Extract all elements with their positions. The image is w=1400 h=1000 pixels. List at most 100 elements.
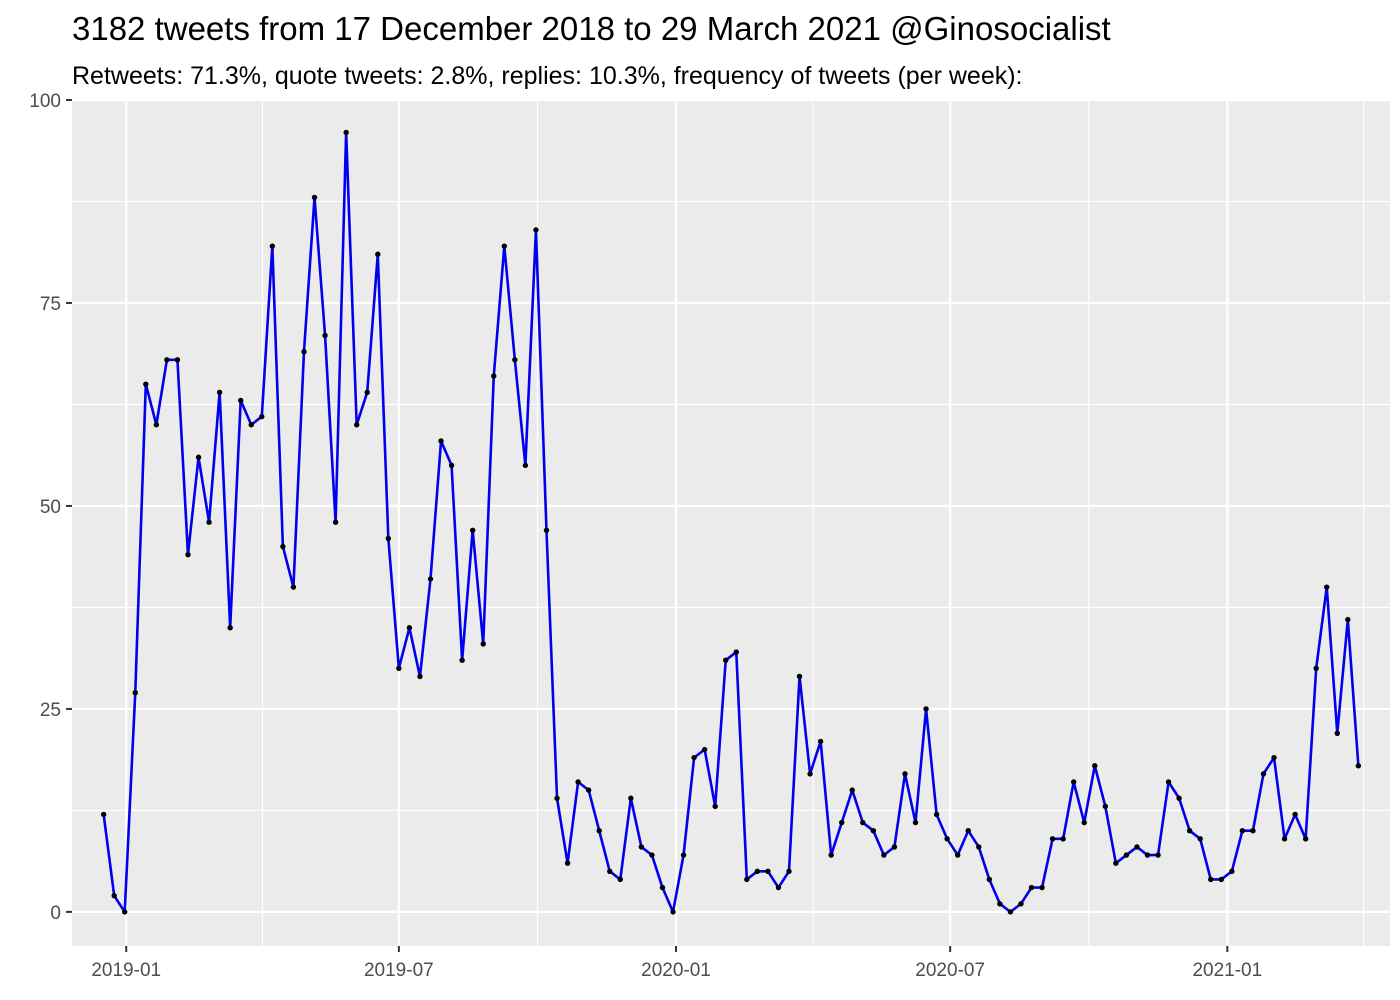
data-point — [1113, 860, 1119, 866]
data-point — [659, 884, 666, 891]
data-point — [396, 665, 402, 672]
data-point — [1102, 803, 1109, 810]
data-point — [153, 422, 160, 428]
data-point — [1324, 584, 1330, 590]
data-point — [554, 795, 560, 801]
data-points — [100, 129, 1362, 915]
data-point — [1007, 909, 1014, 915]
data-point — [691, 754, 697, 761]
data-point — [533, 227, 539, 233]
data-point — [986, 876, 993, 883]
y-tick-label: 100 — [29, 91, 61, 112]
y-tick-label: 0 — [50, 903, 61, 924]
data-point — [1165, 779, 1172, 785]
data-point — [1208, 876, 1214, 883]
data-point — [332, 519, 339, 525]
x-tick-label: 2020-01 — [641, 960, 711, 981]
data-point — [448, 462, 455, 469]
data-point — [259, 413, 265, 420]
data-point — [111, 892, 117, 899]
data-point — [343, 129, 349, 136]
data-point — [596, 828, 602, 834]
data-point — [438, 438, 444, 444]
x-tick-label: 2020-07 — [915, 960, 985, 981]
data-point — [680, 852, 687, 858]
data-point — [744, 876, 750, 883]
data-point — [322, 332, 328, 339]
data-point — [1250, 828, 1256, 834]
data-point — [1060, 836, 1066, 842]
data-point — [269, 243, 276, 249]
data-point — [1345, 616, 1351, 623]
data-point — [1134, 844, 1140, 850]
data-point — [607, 868, 613, 875]
y-tick-label: 25 — [40, 700, 61, 721]
data-point — [965, 828, 971, 834]
plot-panel — [72, 100, 1390, 946]
data-point — [459, 657, 465, 663]
data-point — [807, 771, 813, 777]
data-point — [817, 738, 824, 745]
data-point — [670, 909, 676, 915]
data-point — [638, 844, 645, 850]
data-point — [522, 462, 529, 469]
data-point — [1018, 901, 1024, 907]
data-point — [364, 389, 370, 395]
data-point — [353, 422, 360, 428]
data-point — [1355, 763, 1362, 769]
data-point — [891, 844, 898, 850]
data-point — [1039, 884, 1045, 891]
data-point — [1049, 836, 1056, 842]
data-point — [701, 746, 708, 753]
data-point — [1313, 665, 1319, 672]
data-point — [849, 787, 855, 793]
data-point — [1144, 852, 1151, 858]
data-point — [280, 543, 286, 550]
data-point — [933, 811, 940, 818]
data-point — [290, 584, 297, 590]
data-point — [1081, 819, 1087, 826]
data-point — [1070, 779, 1077, 785]
data-point — [1302, 836, 1309, 842]
data-point — [1271, 754, 1277, 761]
data-point — [1218, 876, 1225, 883]
data-point — [870, 828, 877, 834]
data-point — [955, 852, 961, 858]
data-point — [122, 909, 128, 915]
x-tick-label: 2019-01 — [91, 960, 161, 981]
data-point — [375, 251, 381, 257]
data-point — [164, 357, 170, 363]
data-point — [628, 795, 634, 801]
data-point — [617, 876, 623, 883]
data-point — [1239, 828, 1246, 834]
data-point — [185, 551, 191, 558]
data-point — [733, 649, 739, 655]
data-point — [765, 868, 771, 875]
chart-title: 3182 tweets from 17 December 2018 to 29 … — [72, 10, 1111, 47]
data-point — [238, 397, 244, 404]
data-point — [501, 243, 507, 249]
data-point — [132, 689, 138, 696]
data-point — [1229, 868, 1235, 875]
data-point — [1197, 836, 1203, 842]
data-point — [480, 641, 486, 647]
data-point — [1155, 852, 1161, 858]
data-point — [944, 836, 950, 842]
data-point — [912, 819, 919, 826]
data-point — [406, 625, 413, 631]
data-point — [1176, 795, 1182, 801]
data-point — [385, 535, 392, 542]
data-point — [543, 527, 550, 534]
data-point — [649, 852, 655, 858]
data-point — [881, 852, 887, 858]
data-point — [585, 787, 592, 793]
data-point — [786, 868, 792, 875]
data-point — [997, 901, 1003, 907]
data-point — [796, 673, 803, 680]
data-point — [1260, 771, 1267, 777]
data-point — [1123, 852, 1130, 858]
data-point — [248, 422, 254, 428]
data-point — [417, 673, 423, 680]
y-axis: 0 25 50 75 100 — [29, 91, 72, 924]
